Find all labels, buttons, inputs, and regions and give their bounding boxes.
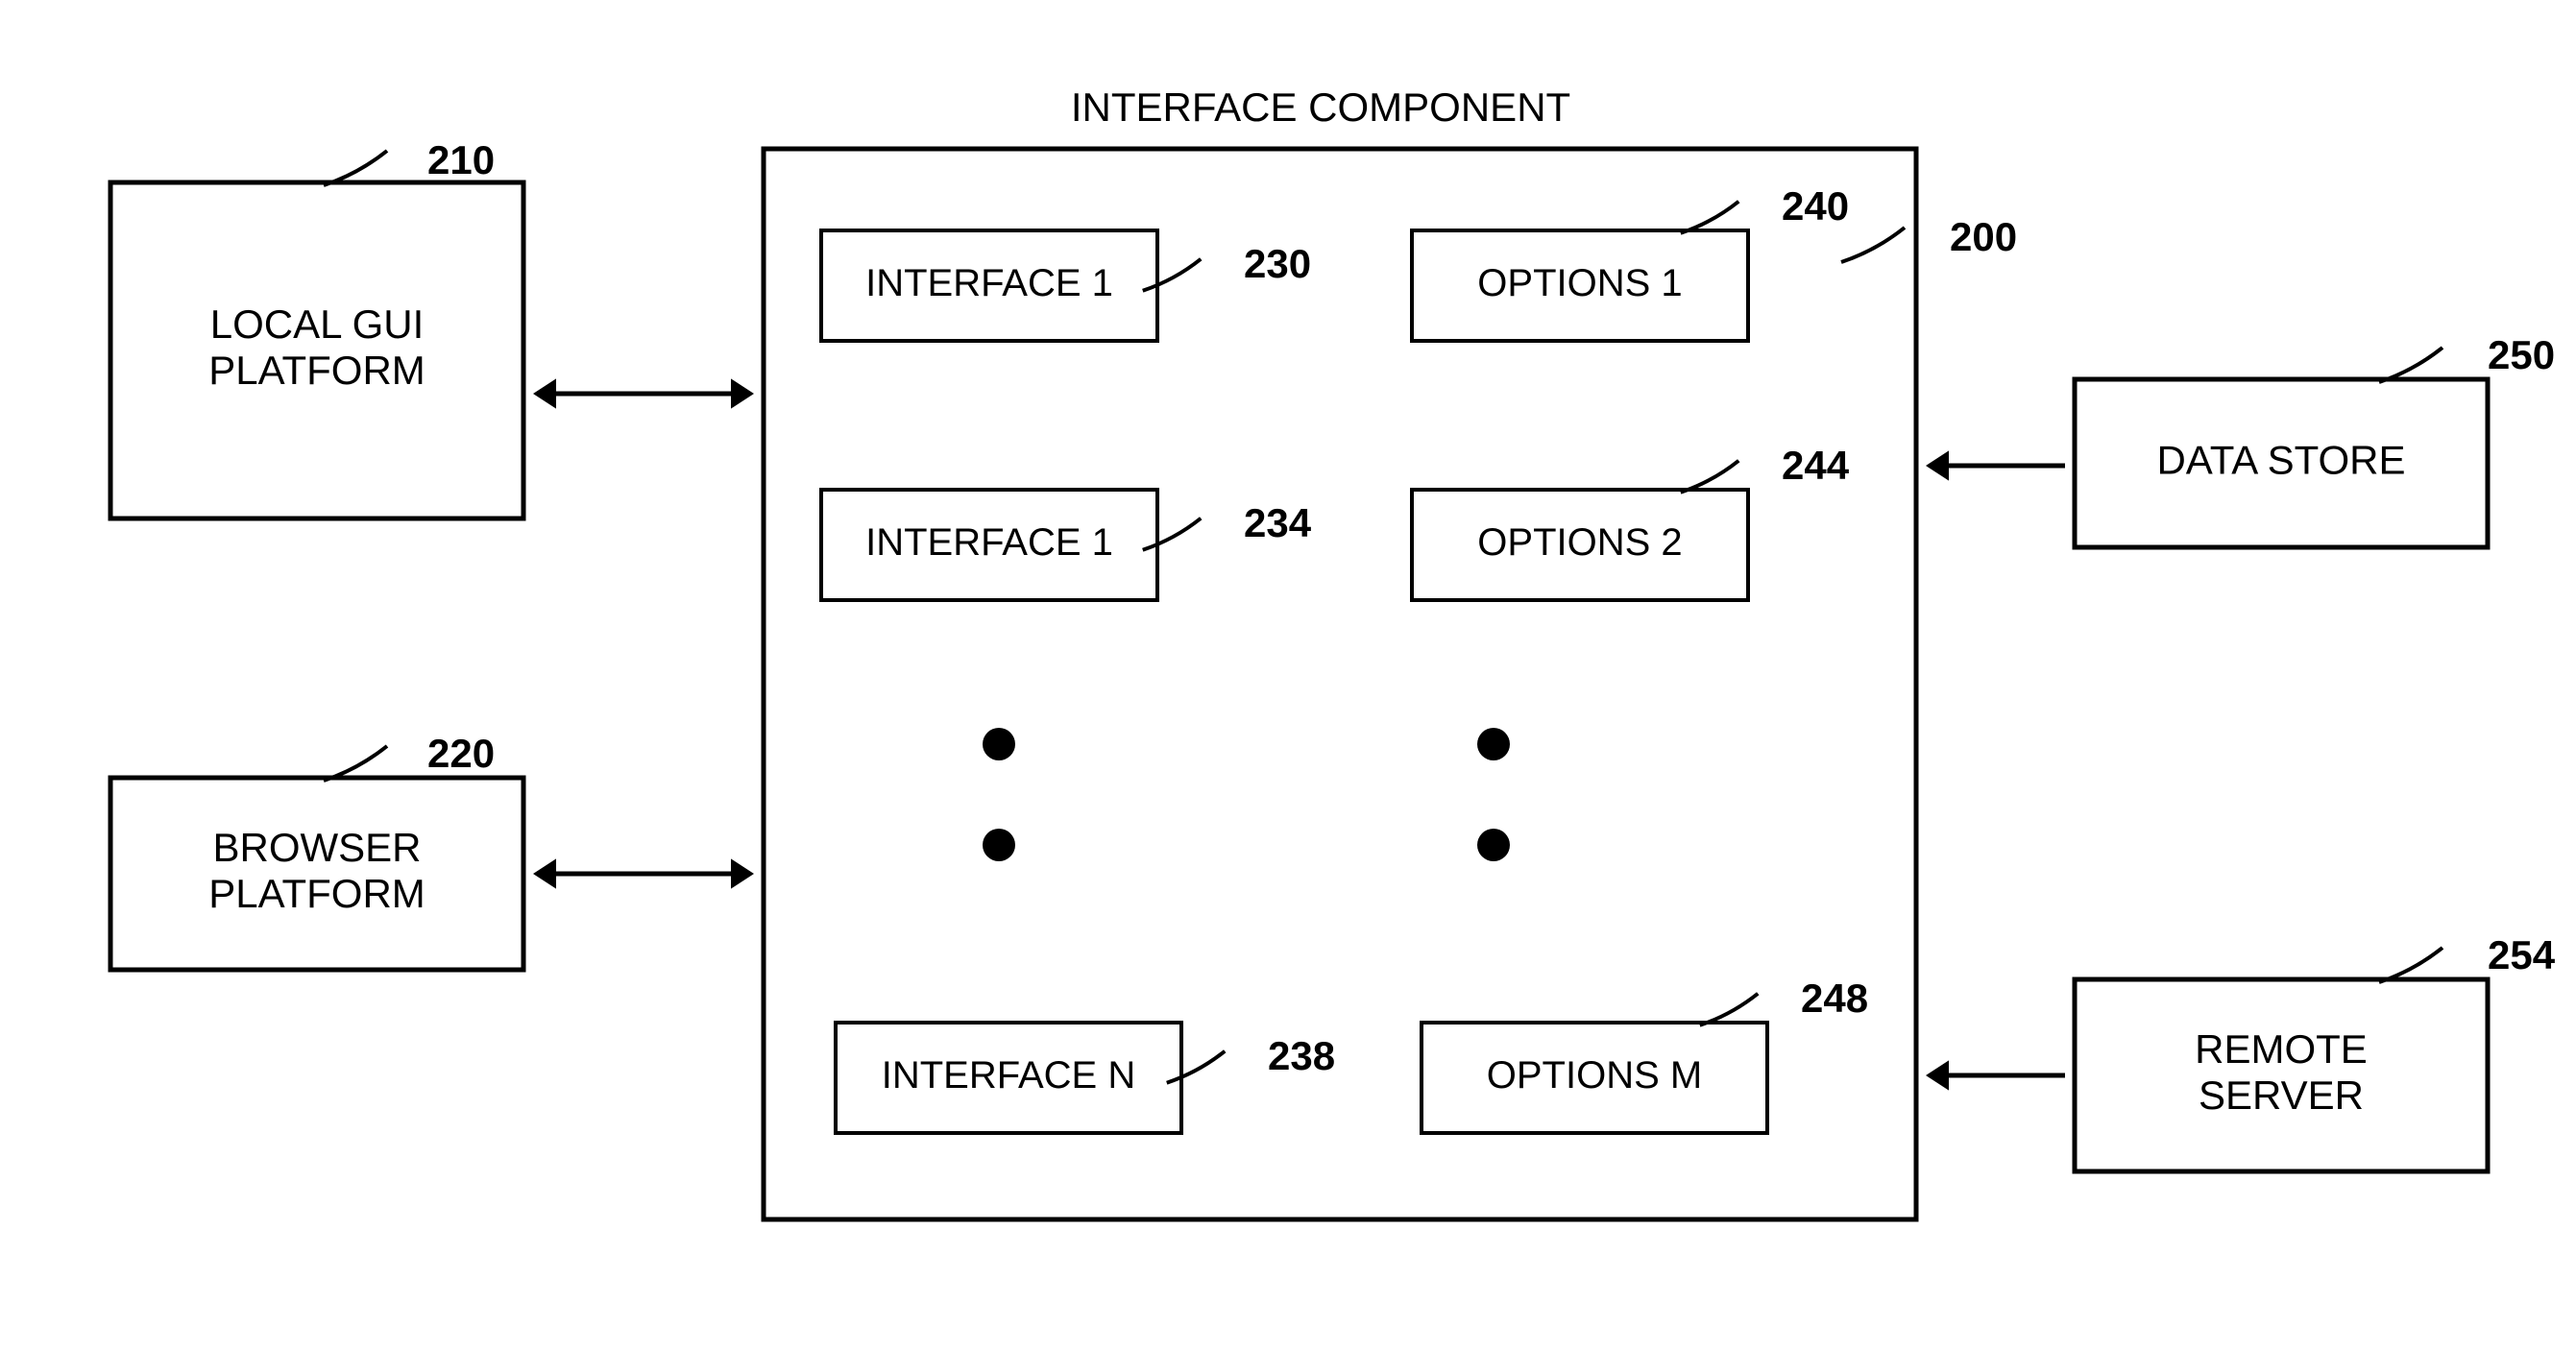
node-label: OPTIONS 1 (1477, 262, 1682, 304)
ref-number: 238 (1268, 1033, 1335, 1078)
node-label: PLATFORM (208, 348, 425, 393)
ref-number: 250 (2488, 332, 2555, 377)
node-label: BROWSER (212, 825, 421, 870)
node-label: REMOTE (2195, 1026, 2368, 1072)
ellipsis-dot (1477, 829, 1510, 861)
node-label: LOCAL GUI (210, 301, 425, 347)
diagram-canvas: 200INTERFACE COMPONENTLOCAL GUIPLATFORM2… (0, 0, 2576, 1350)
node-label: INTERFACE 1 (865, 262, 1113, 304)
ref-number: 254 (2488, 932, 2556, 977)
ellipsis-dot (983, 728, 1015, 760)
ellipsis-dot (1477, 728, 1510, 760)
node-label: OPTIONS 2 (1477, 521, 1682, 564)
ref-number: 240 (1782, 183, 1849, 229)
node-label: INTERFACE N (882, 1054, 1135, 1097)
ref-number: 200 (1950, 214, 2017, 259)
ref-number: 234 (1244, 500, 1312, 545)
node-label: INTERFACE 1 (865, 521, 1113, 564)
ellipsis-dot (983, 829, 1015, 861)
ref-number: 244 (1782, 443, 1850, 488)
node-label: DATA STORE (2156, 438, 2405, 483)
ref-number: 210 (427, 137, 495, 182)
ref-number: 230 (1244, 241, 1311, 286)
ref-number: 220 (427, 731, 495, 776)
ref-number: 248 (1801, 976, 1868, 1021)
node-label: OPTIONS M (1487, 1054, 1702, 1097)
node-label: PLATFORM (208, 871, 425, 916)
diagram-title: INTERFACE COMPONENT (1071, 84, 1570, 130)
node-local_gui: LOCAL GUIPLATFORM 210 (110, 137, 523, 518)
node-label: SERVER (2199, 1073, 2364, 1118)
